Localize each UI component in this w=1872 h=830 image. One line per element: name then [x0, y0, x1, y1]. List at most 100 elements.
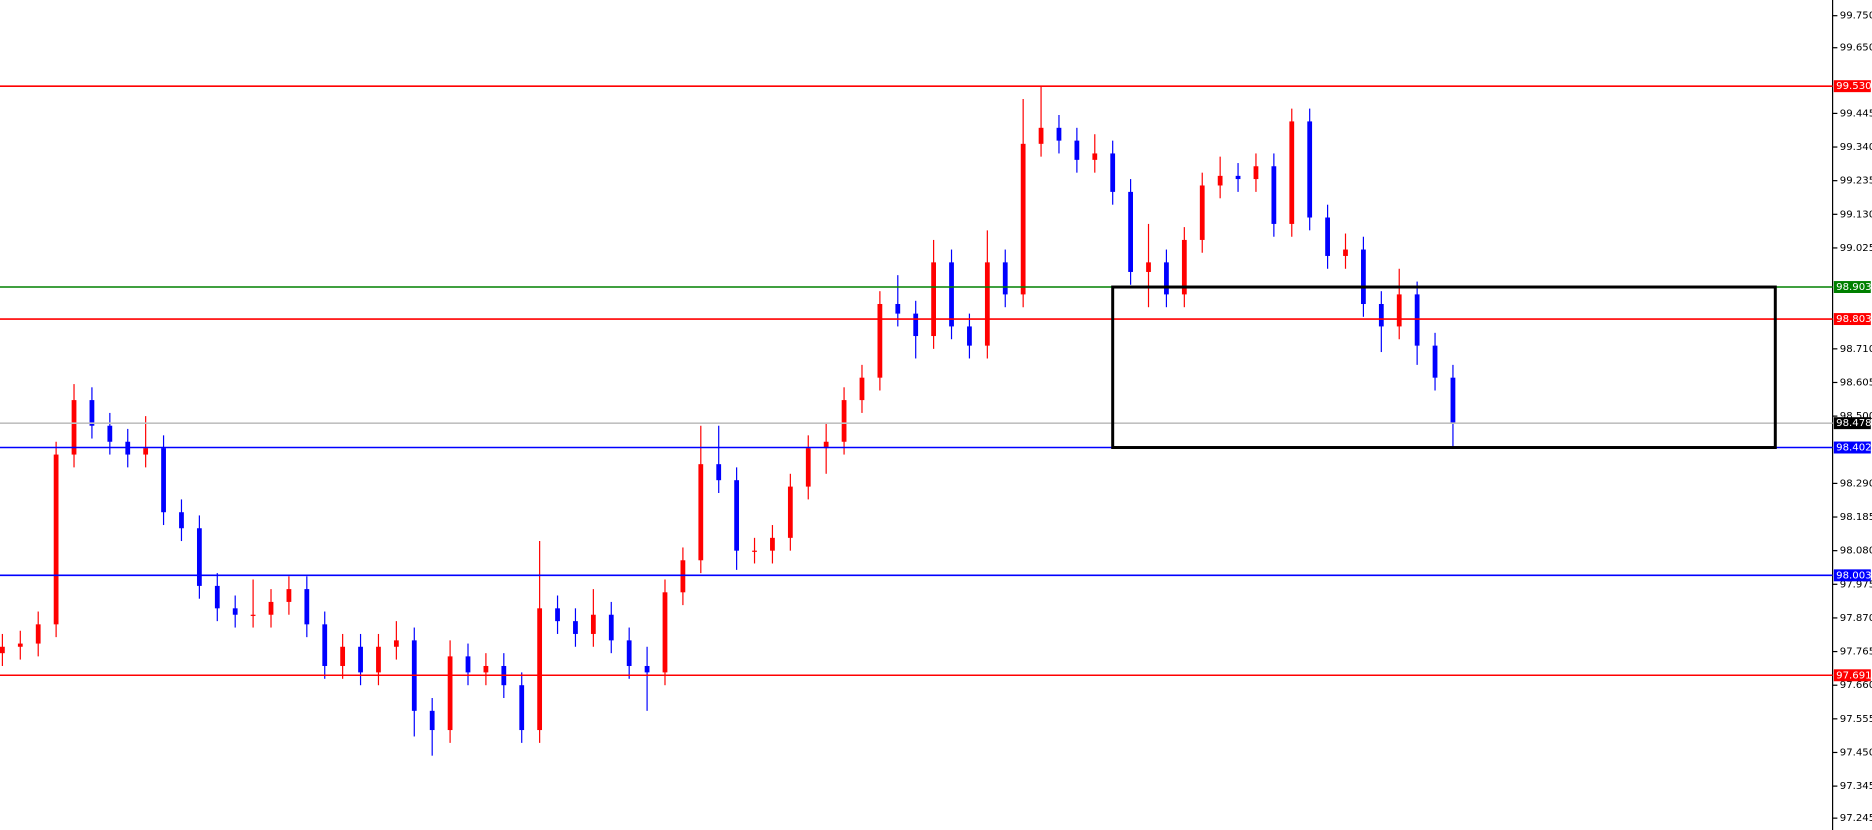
candle-body [949, 262, 954, 327]
candle-body [770, 537, 775, 551]
candle-body [214, 585, 220, 609]
candle-body [89, 400, 95, 426]
level-label: 98.903 [1836, 282, 1871, 293]
candle-body [1110, 153, 1116, 192]
y-tick-label: 99.025 [1840, 243, 1872, 254]
candle-body [1361, 249, 1366, 305]
candle-body [1414, 294, 1420, 346]
y-tick-label: 97.450 [1840, 747, 1872, 758]
candle-body [1074, 140, 1080, 160]
candle-body [519, 685, 525, 731]
candle-body [465, 656, 471, 673]
candle-body [895, 304, 901, 314]
candle-body [1450, 377, 1456, 424]
candle-body [1038, 127, 1044, 144]
candle-body [590, 614, 596, 634]
level-label-bg [1833, 441, 1871, 454]
candle-body [286, 589, 292, 602]
candle-body [1146, 262, 1151, 272]
level-label-bg [1833, 669, 1871, 682]
candle-body [573, 621, 578, 634]
candle-body [608, 614, 614, 641]
candle-body [358, 646, 363, 673]
candle-body [823, 441, 829, 449]
candle-body [250, 614, 256, 616]
candle-body [1181, 239, 1187, 295]
y-tick-label: 99.235 [1840, 176, 1872, 187]
candle-body [537, 608, 543, 731]
candle-body [35, 624, 41, 644]
candle-body [1271, 166, 1277, 224]
candle-body [1325, 217, 1330, 256]
y-tick-label: 97.870 [1840, 613, 1872, 624]
y-tick-label: 97.660 [1840, 680, 1872, 691]
y-tick-label: 99.130 [1840, 209, 1872, 220]
y-tick-label: 98.290 [1840, 478, 1872, 489]
candle-body [232, 608, 238, 615]
y-tick-label: 97.345 [1840, 781, 1872, 792]
level-label-bg [1833, 313, 1871, 326]
candle-body [1217, 175, 1223, 186]
candle-body [1092, 153, 1098, 160]
candle-body [805, 448, 811, 487]
candle-body [716, 464, 722, 481]
candle-body [322, 624, 328, 666]
candle-body [1289, 121, 1295, 224]
candle-body [1253, 166, 1259, 180]
level-label: 99.530 [1836, 81, 1871, 92]
candle-body [161, 448, 166, 513]
level-label-bg [1833, 281, 1871, 293]
candle-body [376, 646, 381, 673]
candle-body [447, 656, 453, 731]
level-label: 98.803 [1836, 314, 1871, 325]
y-tick-label: 97.975 [1840, 579, 1872, 590]
y-tick-label: 99.650 [1840, 43, 1872, 54]
y-tick-label: 98.710 [1840, 344, 1872, 355]
candle-body [1432, 345, 1438, 378]
candle-body [17, 643, 23, 647]
candle-body [984, 262, 990, 346]
level-label-bg [1833, 80, 1871, 93]
range-box [1111, 285, 1777, 450]
y-tick-label: 98.605 [1840, 377, 1872, 388]
y-tick-label: 98.500 [1840, 411, 1872, 422]
candle-body [698, 464, 704, 561]
candle-body [1378, 304, 1384, 327]
candle-body [304, 589, 310, 625]
y-tick-label: 97.555 [1840, 714, 1872, 725]
candle-body [71, 400, 77, 455]
candle-body [1164, 262, 1169, 295]
candle-body [483, 665, 489, 673]
y-tick-label: 99.445 [1840, 108, 1872, 119]
level-label: 98.402 [1836, 443, 1871, 454]
candle-body [1128, 191, 1133, 272]
level-label: 97.691 [1836, 670, 1871, 681]
candle-body [393, 640, 399, 647]
candle-body [143, 448, 149, 455]
candle-body [0, 646, 5, 654]
candle-body [179, 512, 184, 529]
candle-body [841, 400, 847, 442]
candle-body [1199, 185, 1205, 240]
candle-body [644, 665, 650, 673]
candle-body [787, 486, 793, 538]
candle-body [752, 550, 757, 552]
candle-body [1002, 262, 1008, 295]
y-tick-label: 97.765 [1840, 647, 1872, 658]
candle-body [913, 313, 919, 337]
candle-body [1396, 294, 1402, 327]
y-tick-label: 99.750 [1840, 11, 1872, 22]
candle-body [1056, 127, 1062, 141]
y-tick-label: 99.340 [1840, 142, 1872, 153]
candle-body [1343, 249, 1348, 256]
candle-body [680, 560, 686, 593]
y-tick-label: 98.080 [1840, 546, 1872, 557]
candle-body [859, 377, 865, 401]
candle-body [1307, 121, 1313, 218]
candle-body [196, 528, 202, 586]
candle-body [53, 454, 59, 625]
y-tick-label: 97.245 [1840, 813, 1872, 824]
candle-body [555, 608, 560, 622]
